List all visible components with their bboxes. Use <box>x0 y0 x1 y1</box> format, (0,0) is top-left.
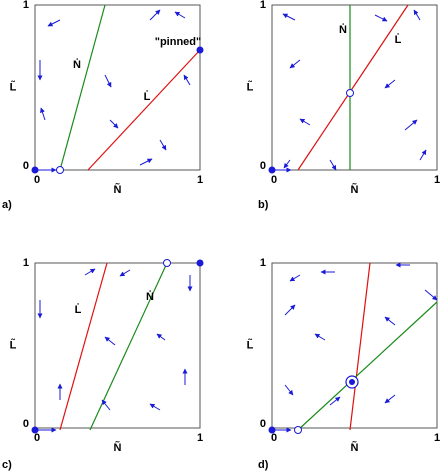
fixed-point-open <box>346 89 354 97</box>
flow-arrow <box>419 149 427 161</box>
y-tick-label: 1 <box>260 0 266 11</box>
y-axis-label: L̃ <box>10 81 17 94</box>
y-tick-label: 0 <box>260 418 266 430</box>
nullcline <box>349 262 371 431</box>
flow-arrow <box>174 11 186 19</box>
flow-arrow <box>329 396 341 406</box>
plot-frame <box>271 4 438 171</box>
flow-arrow <box>314 333 326 341</box>
panel-label: a) <box>2 199 12 211</box>
x-tick-label: 1 <box>197 174 203 186</box>
flow-arrow <box>329 159 337 171</box>
x-tick-label: 1 <box>434 174 440 186</box>
flow-arrow <box>119 269 131 277</box>
nullcline <box>59 4 106 171</box>
x-axis-label: Ñ <box>114 183 122 196</box>
nullcline-label: L̇ <box>395 33 402 46</box>
fixed-point <box>268 166 276 174</box>
flow-arrow <box>384 394 396 404</box>
flow-arrow <box>139 158 153 166</box>
flow-arrow <box>284 304 296 316</box>
flow-arrow <box>289 274 301 282</box>
flow-arrow <box>282 13 296 21</box>
annotation: "pinned" <box>155 36 201 48</box>
fixed-point-open <box>294 426 302 434</box>
flow-arrow <box>149 9 161 21</box>
flow-arrow <box>289 59 301 69</box>
flow-arrow <box>299 118 311 126</box>
y-tick-label: 0 <box>23 418 29 430</box>
fixed-point-open <box>56 166 64 174</box>
fixed-point <box>196 46 204 54</box>
y-tick-label: 1 <box>23 257 29 269</box>
y-axis-label: L̃ <box>247 81 254 94</box>
plot-frame <box>271 262 438 429</box>
y-tick-label: 0 <box>23 160 29 172</box>
flow-arrow <box>183 74 191 86</box>
fixed-point <box>196 259 204 267</box>
flow-arrow <box>159 139 167 151</box>
flow-arrow <box>149 403 161 411</box>
nullcline <box>297 4 409 171</box>
plot-frame <box>34 262 201 429</box>
flow-arrow <box>424 289 438 301</box>
y-axis-label: L̃ <box>247 339 254 352</box>
plot-frame <box>34 4 201 171</box>
y-tick-label: 1 <box>260 257 266 269</box>
flow-arrow <box>84 268 96 276</box>
nullcline <box>59 262 108 431</box>
flow-arrow <box>40 107 46 121</box>
y-axis-label: L̃ <box>10 339 17 352</box>
flow-arrow <box>384 79 396 89</box>
nullcline <box>297 301 438 431</box>
nullcline <box>87 49 201 171</box>
nullcline <box>89 262 168 431</box>
nullcline-label: L̇ <box>144 90 151 103</box>
x-tick-label: 0 <box>271 432 277 444</box>
x-tick-label: 1 <box>434 432 440 444</box>
y-tick-label: 1 <box>23 0 29 11</box>
x-tick-label: 1 <box>197 432 203 444</box>
y-tick-label: 0 <box>260 160 266 172</box>
panel-label: b) <box>258 199 269 211</box>
panel-label: c) <box>2 459 12 471</box>
flow-arrow <box>156 333 166 341</box>
panel-label: d) <box>258 459 269 471</box>
fixed-point <box>31 426 39 434</box>
flow-arrow <box>104 74 112 88</box>
fixed-point <box>31 166 39 174</box>
nullcline-label: L̇ <box>75 303 82 316</box>
flow-arrow <box>47 19 61 27</box>
x-axis-label: Ñ <box>114 441 122 454</box>
x-axis-label: Ñ <box>351 183 359 196</box>
flow-arrow <box>404 119 418 131</box>
x-tick-label: 0 <box>34 432 40 444</box>
flow-arrow <box>283 159 291 169</box>
nullcline-label: Ṅ <box>73 58 81 71</box>
flow-arrow <box>384 316 396 326</box>
flow-arrow <box>374 14 388 22</box>
flow-arrow <box>284 384 294 396</box>
x-tick-label: 0 <box>271 174 277 186</box>
fixed-point <box>349 379 355 385</box>
flow-arrow <box>104 336 116 346</box>
x-tick-label: 0 <box>34 174 40 186</box>
nullcline-label: Ṅ <box>146 290 154 303</box>
flow-arrow <box>413 9 421 21</box>
flow-arrow <box>109 119 119 129</box>
fixed-point-open <box>163 259 171 267</box>
x-axis-label: Ñ <box>351 441 359 454</box>
nullcline-label: Ṅ <box>339 23 347 36</box>
fixed-point <box>268 426 276 434</box>
flow-arrow <box>101 399 111 411</box>
